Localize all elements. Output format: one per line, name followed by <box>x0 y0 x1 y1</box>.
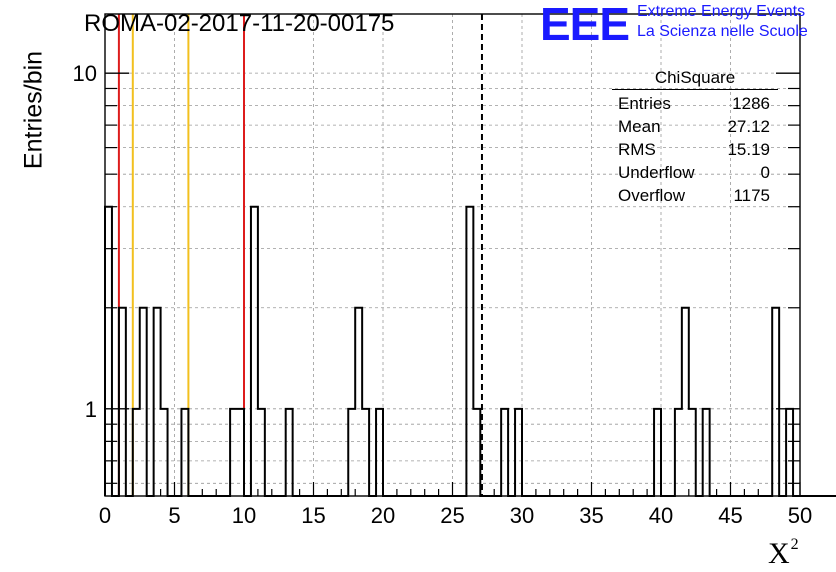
histogram-bin <box>154 308 161 496</box>
axis-ticks: 0 5 10 15 20 25 30 35 40 45 50 1 10 <box>73 61 813 528</box>
marker-lines <box>117 14 483 496</box>
x-tick-label: 5 <box>168 503 180 528</box>
x-axis-label: X2 <box>768 536 799 570</box>
histogram-bin <box>286 409 293 496</box>
x-tick-label: 40 <box>649 503 673 528</box>
histogram-bin <box>682 308 689 496</box>
histogram-bin <box>161 409 168 496</box>
histogram-bin <box>251 207 258 496</box>
x-tick-label: 25 <box>440 503 464 528</box>
x-tick-label: 35 <box>579 503 603 528</box>
histogram-bin <box>355 308 362 496</box>
grid <box>105 14 800 496</box>
histogram-bin <box>466 207 473 496</box>
x-tick-label: 20 <box>371 503 395 528</box>
histogram-bin <box>133 409 140 496</box>
x-tick-label: 0 <box>99 503 111 528</box>
histogram-bin <box>376 409 383 496</box>
x-tick-label: 45 <box>718 503 742 528</box>
stats-row-overflow: Overflow 1175 <box>618 186 770 205</box>
stats-row-entries: Entries 1286 <box>618 94 770 113</box>
histogram-bin <box>675 409 682 496</box>
stats-row-mean: Mean 27.12 <box>618 117 770 136</box>
histogram-bin <box>237 409 244 496</box>
histogram-bin <box>654 409 661 496</box>
logo-line1: Extreme Energy Events <box>637 3 806 20</box>
stats-title: ChiSquare <box>612 66 778 90</box>
y-axis-label: Entries/bin <box>19 50 48 170</box>
histogram-bin <box>230 409 237 496</box>
histogram-bin <box>181 409 188 496</box>
histogram-bin <box>703 409 710 496</box>
histogram-bin <box>515 409 522 496</box>
plot-title: ROMA-02-2017-11-20-00175 <box>84 10 395 37</box>
x-tick-label: 30 <box>510 503 534 528</box>
x-tick-label: 50 <box>788 503 812 528</box>
histogram-bin <box>119 308 126 496</box>
histogram-bin <box>348 409 355 496</box>
histogram-bin <box>258 409 265 496</box>
eee-logo: EEE <box>540 4 630 44</box>
histogram-bin <box>473 409 480 496</box>
stats-row-underflow: Underflow 0 <box>618 163 770 182</box>
x-tick-label: 10 <box>232 503 256 528</box>
y-tick-label: 10 <box>73 61 97 86</box>
x-tick-label: 15 <box>301 503 325 528</box>
logo-letters: EEE <box>540 4 629 44</box>
stats-box: ChiSquare Entries 1286 Mean 27.12 RMS 15.19… <box>612 66 778 207</box>
logo-line2: La Scienza nelle Scuole <box>637 23 808 40</box>
histogram-bin <box>140 308 147 496</box>
histogram-bin <box>362 409 369 496</box>
histogram-bin <box>105 207 112 496</box>
logo-text: Extreme Energy Events La Scienza nelle S… <box>637 2 808 42</box>
stats-row-rms: RMS 15.19 <box>618 140 770 159</box>
histogram-bin <box>689 409 696 496</box>
histogram-bin <box>772 308 779 496</box>
y-tick-label: 1 <box>85 397 97 422</box>
histogram-bin <box>501 409 508 496</box>
